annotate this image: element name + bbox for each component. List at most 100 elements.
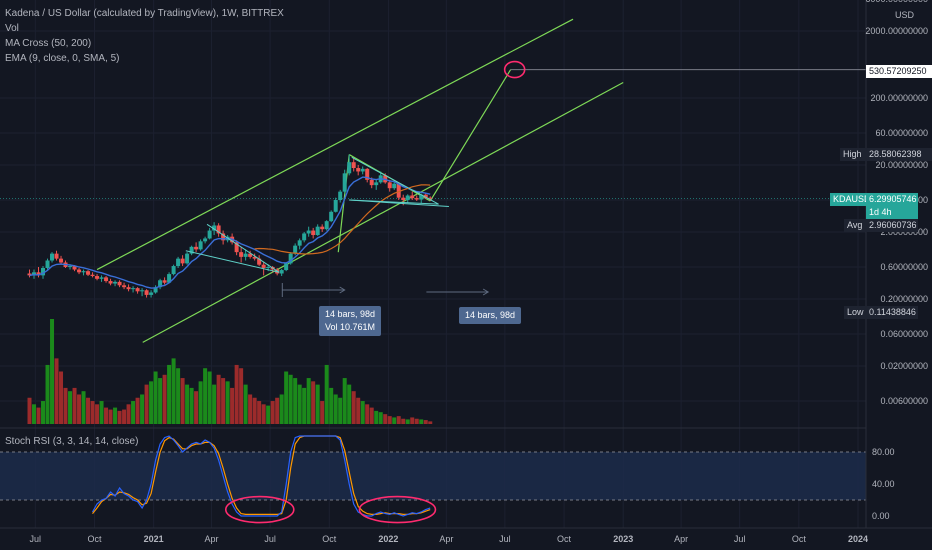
candle-body xyxy=(288,253,293,264)
candle-body xyxy=(261,264,266,268)
candle-body xyxy=(387,182,392,189)
legend-stoch-rsi[interactable]: Stoch RSI (3, 3, 14, 14, close) xyxy=(5,436,139,447)
volume-bar xyxy=(176,368,181,424)
candle-body xyxy=(392,183,397,189)
volume-bar xyxy=(428,421,433,424)
candle-body xyxy=(90,274,95,277)
rsi-tick-label: 0.00 xyxy=(872,511,890,521)
candle-body xyxy=(122,285,127,288)
candle-body xyxy=(113,281,118,284)
measure-box-2[interactable]: 14 bars, 98d xyxy=(459,307,522,324)
volume-bar xyxy=(315,384,320,424)
volume-bar xyxy=(99,401,104,424)
volume-bar xyxy=(230,387,235,424)
grid xyxy=(0,0,866,528)
price-tick-label: 0.02000000 xyxy=(880,361,928,371)
measure-box-2-bars: 14 bars, 98d xyxy=(465,310,516,320)
flag-wedge-2021 xyxy=(185,223,280,273)
candle-body xyxy=(252,256,257,259)
rsi-tick-label: 40.00 xyxy=(872,479,895,489)
volume-bar xyxy=(140,394,145,424)
price-tick-label: 0.60000000 xyxy=(880,262,928,272)
candle-body xyxy=(338,191,343,200)
time-tick-label: Apr xyxy=(674,534,688,544)
measure-arrow-2-head xyxy=(482,288,490,296)
candle-body xyxy=(108,281,113,284)
price-tick-label: 2000.00000000 xyxy=(865,26,928,36)
volume-bar xyxy=(32,404,37,424)
candle-body xyxy=(351,162,356,169)
volume-bar xyxy=(324,364,329,424)
volume-bar xyxy=(216,374,221,424)
candle-body xyxy=(405,195,410,200)
candle-body xyxy=(68,266,73,268)
candle-body xyxy=(189,246,194,254)
candle-body xyxy=(360,168,365,172)
volume-bar xyxy=(185,384,190,424)
candle-body xyxy=(239,252,244,257)
candle-body xyxy=(135,288,140,292)
price-tick-label: 0.20000000 xyxy=(880,294,928,304)
candle-body xyxy=(320,226,325,230)
oversold-circle-2022 xyxy=(358,495,437,524)
price-tick-label: 6000.00000000 xyxy=(865,0,928,4)
volume-bar xyxy=(45,364,50,424)
channel-upper-line xyxy=(96,18,574,271)
volume-bar xyxy=(212,384,217,424)
time-tick-label: Jul xyxy=(30,534,42,544)
candle-body xyxy=(95,276,100,279)
time-tick-label: 2021 xyxy=(144,534,164,544)
oversold-circle-2021 xyxy=(224,495,295,524)
chart-title[interactable]: Kadena / US Dollar (calculated by Tradin… xyxy=(5,8,284,19)
rsi-tick-label: 80.00 xyxy=(872,447,895,457)
volume-bar xyxy=(365,404,370,424)
drawings-front[interactable] xyxy=(185,60,526,297)
volume-bar xyxy=(90,401,95,424)
volume-bar xyxy=(356,397,361,424)
legend-ema[interactable]: EMA (9, close, 0, SMA, 5) xyxy=(5,53,120,64)
candle-body xyxy=(410,195,415,199)
candle-body xyxy=(41,267,46,276)
candle-body xyxy=(311,230,316,236)
drawings-back xyxy=(0,18,866,343)
volume-bar xyxy=(302,387,307,424)
volume-bar xyxy=(50,319,55,424)
volume-bar xyxy=(347,384,352,424)
candle-body xyxy=(131,288,136,290)
volume-bar xyxy=(284,371,289,424)
legend-vol[interactable]: Vol xyxy=(5,23,19,34)
volume-bar xyxy=(351,391,356,424)
legend-ma-cross[interactable]: MA Cross (50, 200) xyxy=(5,38,92,49)
volume-bar xyxy=(279,394,284,424)
volume-bar xyxy=(387,416,392,424)
candle-body xyxy=(117,281,122,286)
candle-body xyxy=(149,292,154,295)
candle-body xyxy=(266,267,271,268)
volume-bar xyxy=(158,378,163,424)
time-tick-label: Oct xyxy=(792,534,807,544)
volume-bar xyxy=(27,397,32,424)
volume-bar xyxy=(54,358,59,424)
bar-countdown: 1d 4h xyxy=(866,206,918,219)
volume-bar xyxy=(144,384,149,424)
candle-body xyxy=(248,253,253,257)
measure-box-1-vol: Vol 10.761M xyxy=(325,322,376,332)
price-unit: USD xyxy=(895,10,915,20)
candle-body xyxy=(414,198,419,200)
candle-body xyxy=(356,168,361,172)
time-tick-label: Jul xyxy=(499,534,511,544)
candle-body xyxy=(144,290,149,295)
stoch-k-line xyxy=(91,435,431,517)
time-tick-label: 2024 xyxy=(848,534,868,544)
stoch-rsi-pane xyxy=(0,427,866,524)
candle-body xyxy=(126,287,131,290)
measure-box-1-bars: 14 bars, 98d xyxy=(325,309,376,319)
candle-body xyxy=(423,194,428,198)
candle-body xyxy=(243,253,248,257)
measure-box-1[interactable]: 14 bars, 98d Vol 10.761M xyxy=(319,306,382,336)
candle-body xyxy=(86,271,91,275)
volume-bar xyxy=(329,387,334,424)
volume-bar xyxy=(63,387,68,424)
